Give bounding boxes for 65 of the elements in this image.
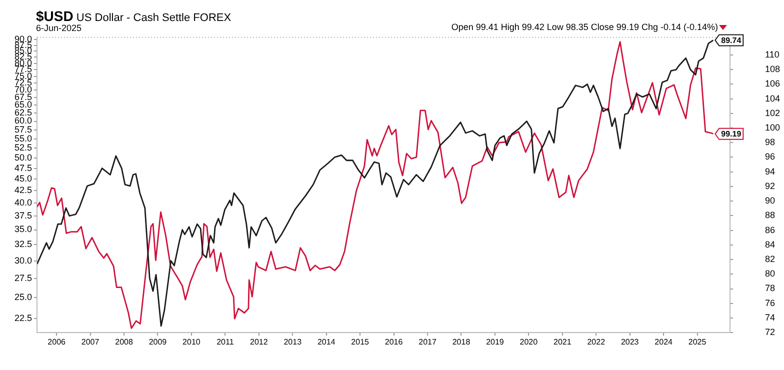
x-tick-label: 2019 (486, 338, 504, 347)
y-tick-label: 52.5 (14, 142, 32, 153)
y2-tick-label: 96 (765, 152, 776, 162)
x-tick-label: 2024 (654, 338, 674, 347)
y2-tick-label: 98 (765, 137, 776, 148)
y-tick-label: 70.0 (14, 84, 32, 95)
y-tick-label: 55.0 (14, 133, 32, 144)
x-tick-label: 2018 (452, 338, 471, 347)
x-tick-label: 2022 (587, 338, 606, 347)
x-tick-label: 2010 (182, 338, 201, 347)
y-tick-label: 42.5 (14, 185, 32, 196)
y2-tick-label: 108 (765, 64, 780, 74)
y2-tick-label: 90 (765, 196, 776, 206)
y2-tick-label: 84 (765, 239, 776, 250)
chart-subtitle: 6-Jun-2025 (36, 23, 82, 33)
y2-tick-label: 104 (765, 93, 780, 104)
y2-tick-label: 94 (765, 166, 776, 176)
y2-tick-label: 110 (765, 49, 780, 60)
y-tick-label: 32.5 (14, 239, 32, 250)
x-tick-label: 2025 (688, 338, 707, 347)
x-tick-label: 2016 (384, 338, 404, 347)
y-tick-label: 35.0 (14, 224, 32, 234)
y2-tick-label: 72 (765, 327, 776, 338)
x-tick-label: 2012 (250, 338, 268, 347)
y-tick-label: 27.5 (14, 272, 32, 283)
y-tick-label: 50.0 (14, 152, 32, 162)
y2-tick-label: 100 (765, 122, 780, 132)
x-tick-label: 2015 (351, 338, 370, 347)
y2-tick-label: 76 (765, 298, 776, 308)
x-tick-label: 2009 (148, 338, 168, 347)
chart-title: $USD US Dollar - Cash Settle FOREX (36, 8, 232, 24)
x-tick-label: 2023 (620, 338, 640, 347)
y-tick-label: 22.5 (14, 313, 32, 324)
y2-tick-label: 80 (765, 268, 776, 279)
y-tick-label: 67.5 (14, 92, 32, 102)
x-tick-label: 2006 (48, 338, 66, 347)
y-tick-label: 47.5 (14, 162, 32, 173)
y2-tick-label: 82 (765, 254, 776, 264)
y2-tick-label: 102 (765, 108, 780, 118)
y-tick-label: 65.0 (14, 100, 32, 110)
y-tick-label: 45.0 (14, 174, 32, 184)
x-tick-label: 2021 (554, 338, 572, 347)
x-tick-label: 2011 (216, 338, 234, 347)
y-tick-label: 30.0 (14, 255, 32, 266)
y2-tick-label: 86 (765, 224, 776, 235)
x-tick-label: 2020 (520, 338, 538, 347)
x-tick-label: 2008 (115, 338, 134, 347)
data-label: 89.74 (721, 36, 742, 45)
y-tick-label: 60.0 (14, 116, 32, 126)
y2-tick-label: 92 (765, 180, 776, 191)
y-tick-label: 62.5 (14, 108, 32, 118)
x-tick-label: 2013 (284, 338, 302, 347)
y-tick-label: 40.0 (14, 197, 32, 208)
y2-tick-label: 78 (765, 283, 776, 294)
y-tick-label: 57.5 (14, 124, 32, 134)
x-tick-label: 2007 (81, 338, 100, 347)
x-tick-label: 2014 (317, 338, 336, 347)
x-tick-label: 2017 (418, 338, 437, 347)
y-tick-label: 25.0 (14, 292, 32, 302)
text: Open 99.41 High 99.42 Low 98.35 Close 99.19 Chg -0.14 (-0.14%) (451, 22, 718, 32)
y-tick-label: 37.5 (14, 210, 32, 220)
data-label: 99.19 (721, 130, 742, 139)
y2-tick-label: 74 (765, 312, 776, 322)
y2-tick-label: 106 (765, 78, 780, 89)
y2-tick-label: 88 (765, 210, 776, 220)
